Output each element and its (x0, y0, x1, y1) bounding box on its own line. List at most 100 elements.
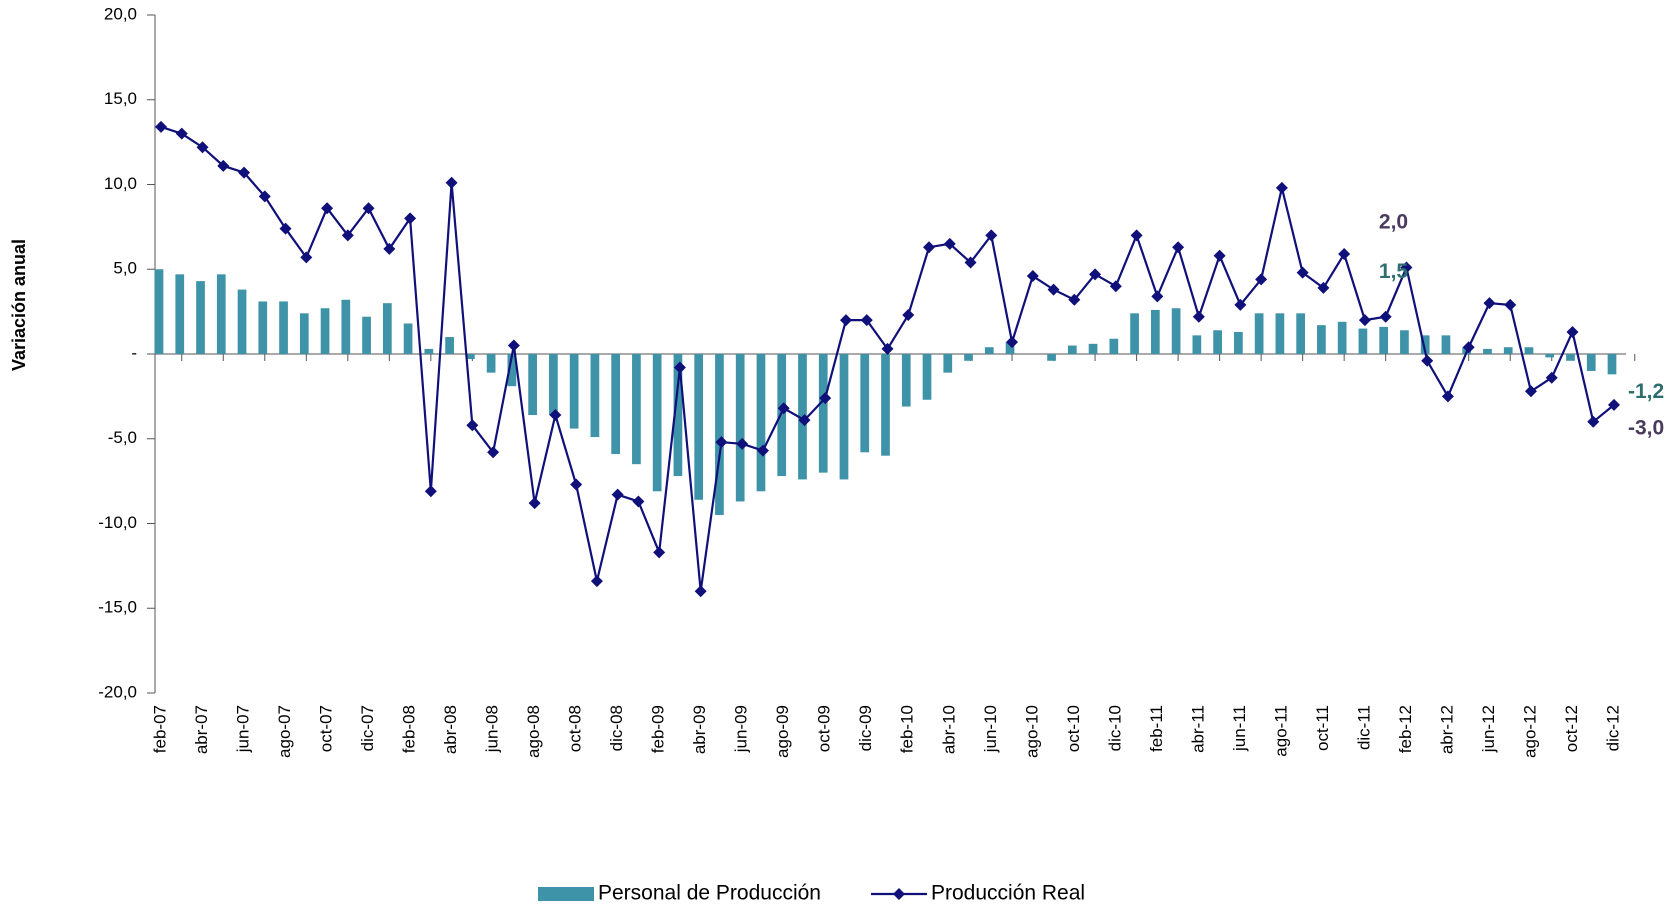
legend-swatch (538, 887, 594, 901)
bar (299, 313, 309, 354)
marker (238, 166, 251, 179)
bar (1358, 328, 1368, 354)
x-tick-label: ago-10 (1022, 705, 1041, 758)
bar (279, 301, 288, 354)
bar (569, 354, 579, 429)
marker (341, 229, 354, 242)
x-tick-label: abr-08 (441, 705, 460, 754)
marker (196, 141, 209, 154)
bar (922, 354, 932, 400)
bar (237, 289, 247, 354)
marker (1026, 270, 1039, 283)
bar (1317, 325, 1326, 354)
marker (756, 444, 769, 457)
x-tick-label: feb-09 (649, 705, 668, 753)
bar (839, 354, 849, 480)
marker (611, 488, 624, 501)
x-tick-label: abr-09 (690, 705, 709, 754)
x-tick-label: abr-10 (939, 705, 958, 754)
marker (673, 361, 686, 374)
y-tick-label: -10,0 (98, 513, 137, 532)
marker (881, 342, 894, 355)
bar (1109, 338, 1119, 354)
marker (1483, 297, 1496, 310)
marker (1338, 247, 1351, 260)
marker (1006, 336, 1019, 349)
bar (1192, 335, 1202, 354)
marker (1317, 281, 1330, 294)
bar (382, 303, 392, 354)
y-tick-label: -20,0 (98, 682, 137, 701)
bar (1275, 313, 1285, 354)
bar (1545, 354, 1555, 358)
marker (1358, 314, 1371, 327)
marker (383, 242, 396, 255)
marker (1587, 415, 1600, 428)
marker (715, 436, 728, 449)
marker (1566, 325, 1579, 338)
marker (424, 485, 437, 498)
bar (1150, 309, 1160, 354)
bar (175, 274, 185, 354)
marker (175, 127, 188, 140)
marker (258, 190, 271, 203)
bar (403, 323, 413, 354)
x-tick-label: abr-11 (1188, 705, 1207, 753)
bar (1337, 321, 1347, 354)
bar (777, 354, 787, 477)
bar (1296, 313, 1306, 354)
x-tick-label: jun-07 (234, 705, 253, 753)
x-tick-label: dic-11 (1354, 705, 1373, 750)
marker (528, 497, 541, 510)
marker (1109, 280, 1122, 293)
bar (1067, 345, 1077, 354)
marker (300, 251, 313, 264)
bar (1088, 343, 1098, 354)
x-tick-label: jun-12 (1479, 705, 1498, 753)
bar (1005, 342, 1015, 354)
marker (1255, 273, 1268, 286)
marker (985, 229, 998, 242)
x-tick-label: jun-10 (981, 705, 1000, 753)
x-tick-label: oct-10 (1064, 705, 1083, 752)
bar (196, 281, 205, 354)
bar (1566, 354, 1575, 361)
marker (943, 237, 956, 250)
bar (1047, 354, 1056, 361)
x-tick-label: feb-11 (1147, 705, 1166, 752)
marker (736, 437, 749, 450)
marker (507, 339, 520, 352)
marker (694, 585, 707, 598)
bar (424, 348, 434, 354)
value-label: -3,0 (1628, 416, 1664, 439)
bar (1171, 308, 1181, 354)
marker (1089, 268, 1102, 281)
marker (1441, 390, 1454, 403)
marker (1192, 310, 1205, 323)
legend-label: Personal de Producción (598, 882, 821, 905)
marker (923, 241, 936, 254)
marker (1275, 181, 1288, 194)
bar (1213, 330, 1222, 354)
x-tick-label: dic-07 (358, 705, 377, 751)
bar (715, 354, 724, 516)
marker (632, 495, 645, 508)
bar (632, 354, 641, 465)
marker (279, 222, 292, 235)
marker (1524, 385, 1537, 398)
y-tick-label: 10,0 (104, 174, 137, 193)
marker (964, 256, 977, 269)
bar (362, 316, 371, 354)
x-tick-label: oct-08 (566, 705, 585, 752)
x-tick-label: feb-08 (400, 705, 419, 753)
bar (735, 354, 745, 502)
x-tick-label: ago-08 (524, 705, 543, 758)
y-tick-label: 20,0 (104, 4, 137, 23)
marker (1047, 283, 1060, 296)
bar (1379, 326, 1389, 354)
marker (487, 446, 500, 459)
bar (445, 337, 454, 354)
bar (1130, 313, 1139, 354)
bar (1503, 347, 1513, 354)
y-tick-label: 5,0 (113, 259, 137, 278)
